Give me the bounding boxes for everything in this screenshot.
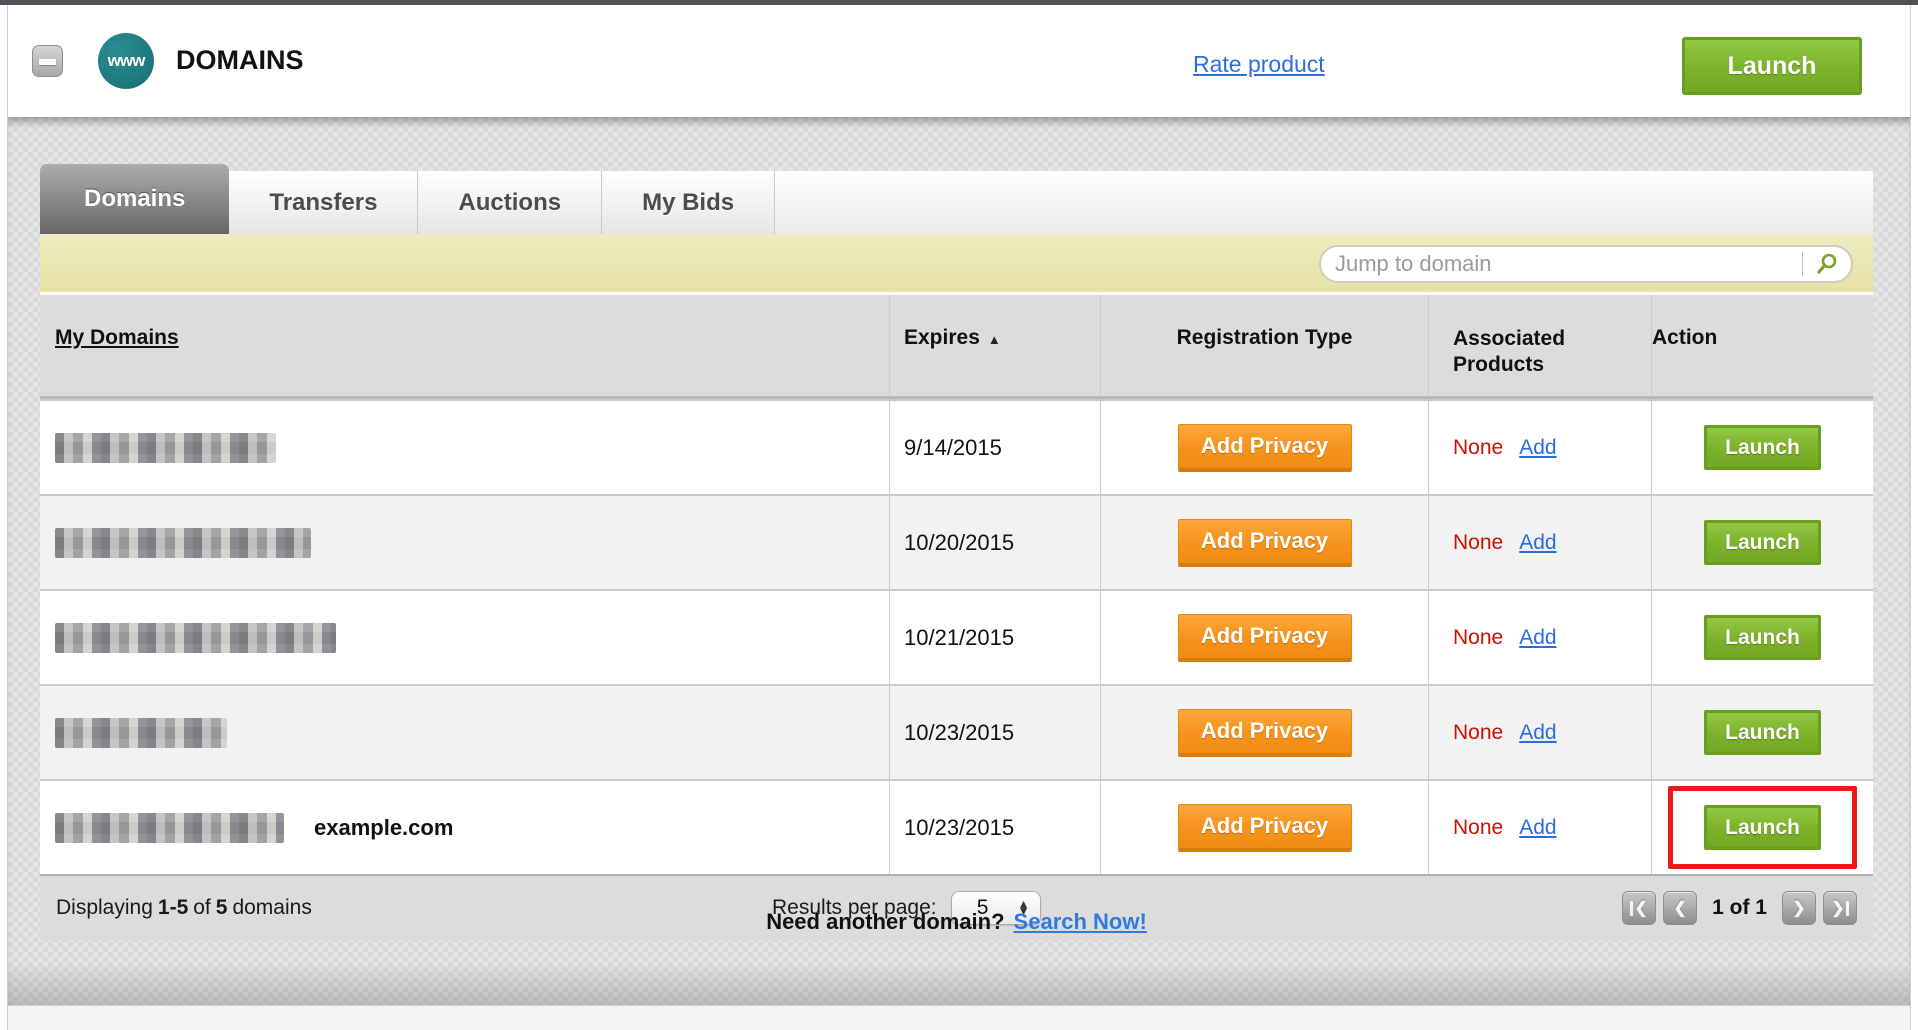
redacted-domain-name[interactable] — [55, 527, 311, 558]
example-domain-label: example.com — [314, 814, 454, 840]
last-page-button[interactable]: ❯ — [1823, 891, 1857, 925]
domains-globe-icon: www — [98, 33, 154, 89]
tab-bar: Domains Transfers Auctions My Bids — [40, 164, 1873, 234]
table-header-row: My Domains Expires ▲ Registration Type As… — [40, 295, 1873, 399]
select-stepper-icon: ▲ ▼ — [1017, 896, 1030, 918]
tab-my-bids[interactable]: My Bids — [602, 171, 776, 234]
column-header-my-domains[interactable]: My Domains — [55, 326, 179, 349]
page-bottom-strip — [8, 1005, 1910, 1030]
redacted-domain-name[interactable] — [55, 717, 227, 748]
add-privacy-button[interactable]: Add Privacy — [1177, 803, 1352, 852]
body-panel: Domains Transfers Auctions My Bids — [8, 117, 1910, 1005]
table-footer: Displaying 1-5 of 5 domains Results per page… — [40, 874, 1873, 940]
add-privacy-button[interactable]: Add Privacy — [1177, 708, 1352, 757]
search-now-link[interactable]: Search Now! — [1013, 909, 1147, 934]
add-privacy-button[interactable]: Add Privacy — [1177, 613, 1352, 662]
add-product-link[interactable]: Add — [1519, 815, 1557, 839]
page-status: 1 of 1 — [1712, 896, 1767, 919]
table-row: 9/14/2015 Add Privacy None Add Launch — [40, 399, 1873, 494]
tab-auctions[interactable]: Auctions — [418, 171, 603, 234]
last-page-icon: ❯ — [1831, 898, 1849, 918]
tab-domains[interactable]: Domains — [40, 164, 230, 234]
tab-transfers[interactable]: Transfers — [229, 171, 419, 234]
results-per-page-select[interactable]: 5 ▲ ▼ — [950, 891, 1041, 925]
search-bar — [40, 234, 1873, 295]
expires-date: 10/23/2015 — [904, 719, 1015, 745]
main-column: Domains Transfers Auctions My Bids — [40, 164, 1873, 940]
minus-icon — [39, 59, 56, 65]
jump-to-domain-box — [1319, 245, 1853, 283]
associated-products-value: None — [1453, 435, 1504, 459]
next-page-icon: ❯ — [1792, 900, 1806, 917]
header-launch-button[interactable]: Launch — [1682, 37, 1862, 95]
row-launch-button[interactable]: Launch — [1704, 710, 1821, 755]
row-launch-button[interactable]: Launch — [1704, 425, 1821, 470]
search-button[interactable] — [1803, 247, 1851, 281]
domains-widget: www DOMAINS Rate product Launch Domains … — [7, 5, 1911, 1030]
table-row: 10/21/2015 Add Privacy None Add Launch — [40, 589, 1873, 684]
add-product-link[interactable]: Add — [1519, 530, 1557, 554]
rate-product-link[interactable]: Rate product — [1193, 51, 1325, 77]
associated-products-value: None — [1453, 530, 1504, 554]
associated-products-value: None — [1453, 625, 1504, 649]
next-page-button[interactable]: ❯ — [1782, 891, 1816, 925]
row-launch-button[interactable]: Launch — [1704, 520, 1821, 565]
add-product-link[interactable]: Add — [1519, 625, 1557, 649]
add-product-link[interactable]: Add — [1519, 435, 1557, 459]
column-header-associated-products: Associated Products — [1428, 295, 1651, 396]
redacted-domain-name[interactable] — [55, 432, 276, 463]
app-header: www DOMAINS Rate product Launch — [8, 5, 1910, 117]
red-annotation-box: Launch — [1668, 786, 1857, 869]
expires-date: 10/23/2015 — [904, 814, 1015, 840]
table-row-example-com: example.com 10/23/2015 Add Privacy None … — [40, 779, 1873, 874]
results-per-page-group: Results per page: 5 ▲ ▼ — [772, 891, 1041, 925]
results-per-page-label: Results per page: — [772, 896, 937, 919]
column-header-expires[interactable]: Expires ▲ — [889, 295, 1100, 396]
table-row: 10/20/2015 Add Privacy None Add Launch — [40, 494, 1873, 589]
need-another-domain-prompt: Need another domain? Search Now! — [766, 909, 1147, 934]
page-title: DOMAINS — [176, 45, 304, 75]
expires-date: 10/21/2015 — [904, 624, 1015, 650]
previous-page-button[interactable]: ❮ — [1663, 891, 1698, 925]
window-top-rule — [0, 0, 1918, 5]
column-header-action: Action — [1651, 295, 1873, 396]
column-header-registration-type: Registration Type — [1100, 295, 1428, 396]
search-divider — [1802, 252, 1803, 276]
displaying-status: Displaying 1-5 of 5 domains — [56, 896, 312, 919]
associated-products-value: None — [1453, 815, 1504, 839]
expires-date: 10/20/2015 — [904, 529, 1015, 555]
first-page-button[interactable]: ❮ — [1622, 891, 1657, 925]
associated-products-value: None — [1453, 720, 1504, 744]
jump-to-domain-input[interactable] — [1321, 247, 1802, 281]
sort-asc-icon: ▲ — [987, 332, 1001, 347]
results-per-page-value: 5 — [976, 896, 989, 919]
redacted-domain-name[interactable] — [55, 812, 284, 843]
pagination: ❮ ❮ 1 of 1 ❯ ❯ — [1622, 891, 1857, 925]
add-product-link[interactable]: Add — [1519, 720, 1557, 744]
row-launch-button[interactable]: Launch — [1704, 615, 1821, 660]
add-privacy-button[interactable]: Add Privacy — [1177, 423, 1352, 472]
collapse-button[interactable] — [32, 45, 63, 77]
search-icon — [1817, 253, 1837, 274]
previous-page-icon: ❮ — [1673, 900, 1687, 917]
expires-date: 9/14/2015 — [904, 434, 1002, 460]
table-row: 10/23/2015 Add Privacy None Add Launch — [40, 684, 1873, 779]
row-launch-button-highlighted[interactable]: Launch — [1704, 805, 1821, 850]
redacted-domain-name[interactable] — [55, 622, 336, 653]
first-page-icon: ❮ — [1630, 898, 1648, 918]
add-privacy-button[interactable]: Add Privacy — [1177, 518, 1352, 567]
